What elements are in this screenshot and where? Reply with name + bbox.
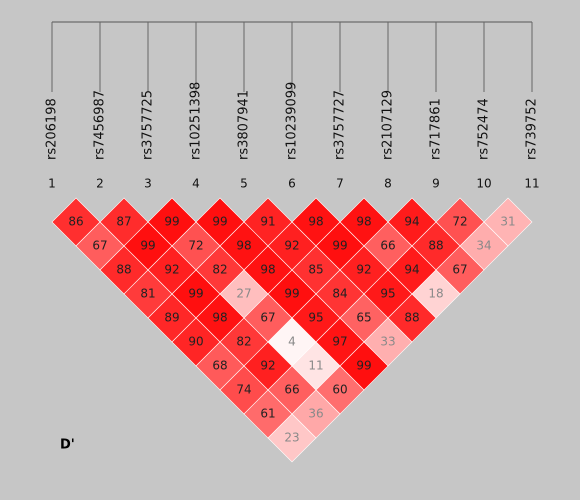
cell-label: 99: [284, 287, 299, 301]
cell-label: 99: [140, 239, 155, 253]
cell-label: 65: [356, 311, 371, 325]
marker-number: 3: [144, 177, 152, 191]
marker-name: rs10251398: [189, 82, 204, 160]
marker-number: 11: [524, 177, 539, 191]
cell-label: 92: [284, 239, 299, 253]
cell-label: 92: [164, 263, 179, 277]
marker-number: 2: [96, 177, 104, 191]
cell-label: 97: [332, 335, 347, 349]
cell-label: 88: [404, 311, 419, 325]
cell-label: 84: [332, 287, 347, 301]
cell-label: 72: [188, 239, 203, 253]
cell-label: 4: [288, 335, 296, 349]
cell-label: 67: [260, 311, 275, 325]
cell-label: 66: [380, 239, 395, 253]
cell-label: 85: [308, 263, 323, 277]
measure-label: D': [60, 438, 75, 453]
marker-name: rs717861: [429, 98, 444, 160]
cell-label: 88: [428, 239, 443, 253]
cell-label: 99: [188, 287, 203, 301]
cell-label: 81: [140, 287, 155, 301]
marker-name: rs2107129: [381, 90, 396, 160]
cell-label: 23: [284, 431, 299, 445]
cell-label: 88: [116, 263, 131, 277]
cell-label: 33: [380, 335, 395, 349]
cell-label: 89: [164, 311, 179, 325]
marker-name: rs752474: [477, 98, 492, 160]
cell-label: 98: [212, 311, 227, 325]
marker-name: rs3757727: [333, 90, 348, 160]
cell-label: 74: [236, 383, 251, 397]
cell-label: 34: [476, 239, 491, 253]
marker-name: rs739752: [525, 98, 540, 160]
cell-label: 99: [356, 359, 371, 373]
cell-label: 95: [380, 287, 395, 301]
ld-cell: [267, 413, 317, 463]
marker-number: 4: [192, 177, 200, 191]
cell-label: 92: [356, 263, 371, 277]
marker-name: rs10239099: [285, 82, 300, 160]
cell-label: 98: [356, 215, 371, 229]
cell-label: 82: [212, 263, 227, 277]
cell-label: 98: [236, 239, 251, 253]
cell-label: 66: [284, 383, 299, 397]
marker-number: 5: [240, 177, 248, 191]
cell-label: 98: [260, 263, 275, 277]
marker-number: 6: [288, 177, 296, 191]
marker-number: 10: [476, 177, 491, 191]
cell-label: 31: [500, 215, 515, 229]
cell-label: 67: [92, 239, 107, 253]
marker-name: rs3757725: [141, 90, 156, 160]
marker-number: 1: [48, 177, 56, 191]
marker-number: 8: [384, 177, 392, 191]
marker-number: 7: [336, 177, 344, 191]
marker-number: 9: [432, 177, 440, 191]
cell-label: 94: [404, 215, 419, 229]
cell-label: 61: [260, 407, 275, 421]
cell-label: 94: [404, 263, 419, 277]
cell-label: 95: [308, 311, 323, 325]
cell-label: 11: [308, 359, 323, 373]
cell-label: 68: [212, 359, 227, 373]
cell-label: 99: [212, 215, 227, 229]
cell-label: 87: [116, 215, 131, 229]
cell-label: 72: [452, 215, 467, 229]
cell-label: 82: [236, 335, 251, 349]
marker-name: rs7456987: [93, 90, 108, 160]
cell-label: 92: [260, 359, 275, 373]
cell-label: 98: [308, 215, 323, 229]
cell-label: 99: [164, 215, 179, 229]
cell-label: 67: [452, 263, 467, 277]
cell-label: 91: [260, 215, 275, 229]
marker-name: rs3807941: [237, 90, 252, 160]
cell-label: 36: [308, 407, 323, 421]
cell-label: 90: [188, 335, 203, 349]
marker-name: rs206198: [45, 98, 60, 160]
cell-label: 60: [332, 383, 347, 397]
cell-label: 27: [236, 287, 251, 301]
cell-label: 86: [68, 215, 83, 229]
cell-label: 18: [428, 287, 443, 301]
cell-label: 99: [332, 239, 347, 253]
